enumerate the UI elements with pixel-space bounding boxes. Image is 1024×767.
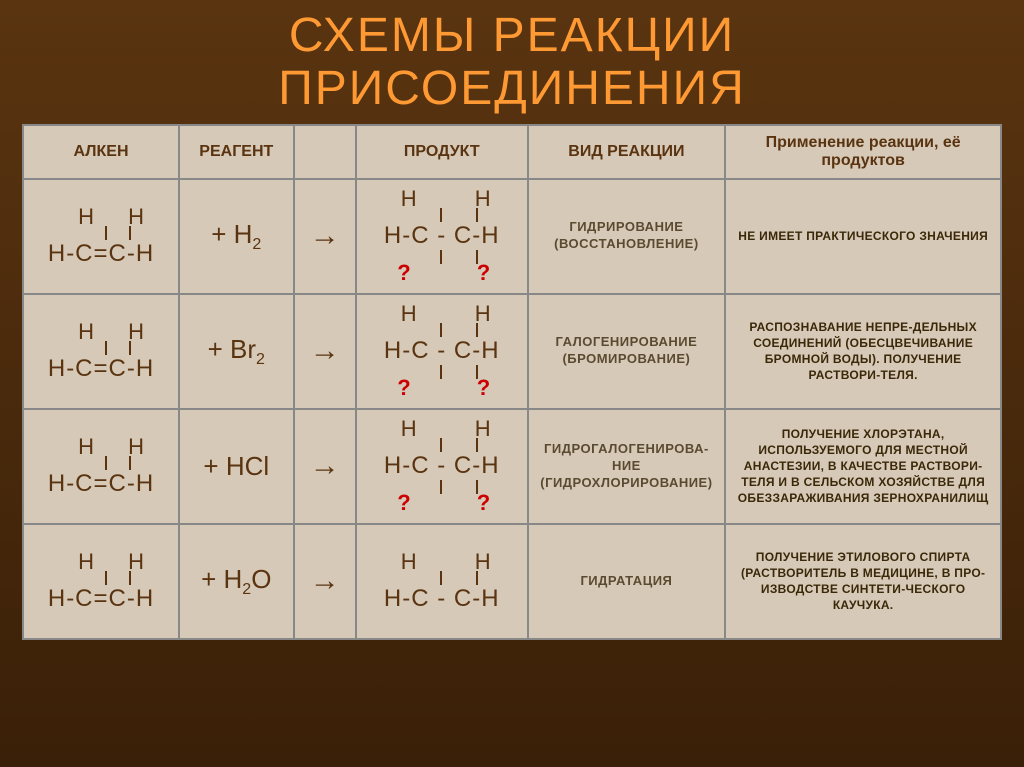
table-row: H HH-C=C-H + Br2→H HH-C - C-H? ?ГАЛОГЕНИР… [23, 294, 1001, 409]
alkene-cell: H HH-C=C-H [23, 409, 179, 524]
header-product: ПРОДУКТ [356, 125, 528, 179]
reaction-type-cell: ГИДРАТАЦИЯ [528, 524, 726, 639]
header-arrow [294, 125, 356, 179]
alkene-cell: H HH-C=C-H [23, 294, 179, 409]
alkene-molecule: H HH-C=C-H [44, 319, 158, 383]
application-cell: ПОЛУЧЕНИЕ ЭТИЛОВОГО СПИРТА (РАСТВОРИТЕЛЬ… [725, 524, 1001, 639]
header-reagent: РЕАГЕНТ [179, 125, 293, 179]
reagent-cell: + H2O [179, 524, 293, 639]
application-cell: НЕ ИМЕЕТ ПРАКТИЧЕСКОГО ЗНАЧЕНИЯ [725, 179, 1001, 294]
product-molecule: H HH-C - C-H? ? [363, 416, 520, 516]
table-row: H HH-C=C-H + HCl→H HH-C - C-H? ?ГИДРОГАЛО… [23, 409, 1001, 524]
reagent-cell: + H2 [179, 179, 293, 294]
header-alkene: АЛКЕН [23, 125, 179, 179]
reaction-type-cell: ГИДРИРОВАНИЕ (ВОССТАНОВЛЕНИЕ) [528, 179, 726, 294]
title-line-1: СХЕМЫ РЕАКЦИИ [289, 9, 735, 62]
product-cell: H HH-C - C-H [356, 524, 528, 639]
arrow-cell: → [294, 409, 356, 524]
slide-title: СХЕМЫ РЕАКЦИИ ПРИСОЕДИНЕНИЯ [278, 10, 746, 116]
header-application: Применение реакции, её продуктов [725, 125, 1001, 179]
reagent-cell: + HCl [179, 409, 293, 524]
table-header-row: АЛКЕН РЕАГЕНТ ПРОДУКТ ВИД РЕАКЦИИ Примен… [23, 125, 1001, 179]
product-cell: H HH-C - C-H? ? [356, 409, 528, 524]
alkene-cell: H HH-C=C-H [23, 179, 179, 294]
product-molecule: H HH-C - C-H? ? [363, 301, 520, 401]
reaction-type-cell: ГАЛОГЕНИРОВАНИЕ (БРОМИРОВАНИЕ) [528, 294, 726, 409]
arrow-cell: → [294, 294, 356, 409]
table-row: H HH-C=C-H + H2→H HH-C - C-H? ?ГИДРИРОВАН… [23, 179, 1001, 294]
question-mark: ? ? [363, 260, 520, 285]
application-cell: РАСПОЗНАВАНИЕ НЕПРЕ-ДЕЛЬНЫХ СОЕДИНЕНИЙ (… [725, 294, 1001, 409]
title-line-2: ПРИСОЕДИНЕНИЯ [278, 62, 746, 115]
alkene-molecule: H HH-C=C-H [44, 204, 158, 268]
alkene-molecule: H HH-C=C-H [44, 434, 158, 498]
alkene-cell: H HH-C=C-H [23, 524, 179, 639]
product-cell: H HH-C - C-H? ? [356, 294, 528, 409]
question-mark: ? ? [363, 490, 520, 515]
reactions-table: АЛКЕН РЕАГЕНТ ПРОДУКТ ВИД РЕАКЦИИ Примен… [22, 124, 1002, 640]
product-molecule: H HH-C - C-H? ? [363, 186, 520, 286]
application-cell: ПОЛУЧЕНИЕ ХЛОРЭТАНА, ИСПОЛЬЗУЕМОГО ДЛЯ М… [725, 409, 1001, 524]
arrow-cell: → [294, 524, 356, 639]
product-cell: H HH-C - C-H? ? [356, 179, 528, 294]
question-mark: ? ? [363, 375, 520, 400]
alkene-molecule: H HH-C=C-H [44, 549, 158, 613]
arrow-cell: → [294, 179, 356, 294]
header-type: ВИД РЕАКЦИИ [528, 125, 726, 179]
product-molecule: H HH-C - C-H [367, 549, 517, 613]
reaction-type-cell: ГИДРОГАЛОГЕНИРОВА-НИЕ (ГИДРОХЛОРИРОВАНИЕ… [528, 409, 726, 524]
table-row: H HH-C=C-H + H2O→H HH-C - C-HГИДРАТАЦИЯПО… [23, 524, 1001, 639]
reagent-cell: + Br2 [179, 294, 293, 409]
